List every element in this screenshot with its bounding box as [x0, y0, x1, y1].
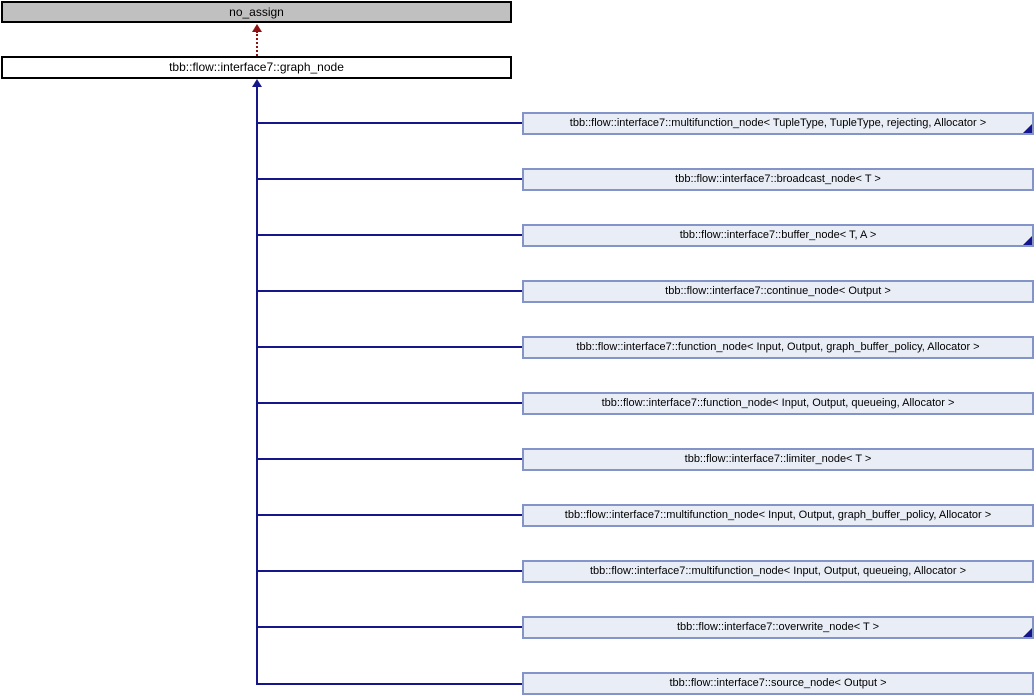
- class-label: tbb::flow::interface7::multifunction_nod…: [564, 509, 992, 521]
- class-box-no-assign: no_assign: [1, 1, 512, 23]
- class-box-derived[interactable]: tbb::flow::interface7::buffer_node< T, A…: [522, 224, 1034, 247]
- class-label: tbb::flow::interface7::continue_node< Ou…: [665, 285, 891, 297]
- class-box-derived[interactable]: tbb::flow::interface7::function_node< In…: [522, 392, 1034, 415]
- class-label: tbb::flow::interface7::limiter_node< T >: [684, 453, 872, 465]
- inheritance-branch-line: [257, 626, 523, 628]
- inheritance-branch-line: [257, 346, 523, 348]
- subclasses-fold-marker-icon: [1023, 236, 1032, 245]
- class-box-derived[interactable]: tbb::flow::interface7::multifunction_nod…: [522, 504, 1034, 527]
- class-box-derived[interactable]: tbb::flow::interface7::source_node< Outp…: [522, 672, 1034, 695]
- class-box-derived[interactable]: tbb::flow::interface7::overwrite_node< T…: [522, 616, 1034, 639]
- class-box-graph-node: tbb::flow::interface7::graph_node: [1, 56, 512, 79]
- class-label: tbb::flow::interface7::source_node< Outp…: [669, 677, 887, 689]
- private-inheritance-line: [256, 31, 258, 56]
- class-box-derived[interactable]: tbb::flow::interface7::broadcast_node< T…: [522, 168, 1034, 191]
- class-label: tbb::flow::interface7::function_node< In…: [601, 397, 955, 409]
- inheritance-branch-line: [257, 514, 523, 516]
- inheritance-branch-line: [257, 402, 523, 404]
- class-label: tbb::flow::interface7::function_node< In…: [576, 341, 980, 353]
- subclasses-fold-marker-icon: [1023, 124, 1032, 133]
- private-inheritance-arrowhead-icon: [252, 24, 262, 32]
- class-box-derived[interactable]: tbb::flow::interface7::continue_node< Ou…: [522, 280, 1034, 303]
- inheritance-arrowhead-icon: [252, 79, 262, 87]
- class-label: tbb::flow::interface7::multifunction_nod…: [589, 565, 967, 577]
- subclasses-fold-marker-icon: [1023, 628, 1032, 637]
- class-box-derived[interactable]: tbb::flow::interface7::multifunction_nod…: [522, 112, 1034, 135]
- inheritance-branch-line: [257, 570, 523, 572]
- class-label: no_assign: [229, 5, 284, 19]
- inheritance-branch-line: [257, 458, 523, 460]
- inheritance-branch-line: [257, 234, 523, 236]
- inheritance-branch-line: [257, 683, 523, 685]
- inheritance-branch-line: [257, 290, 523, 292]
- inheritance-tree-trunk: [256, 86, 258, 685]
- class-label: tbb::flow::interface7::multifunction_nod…: [569, 117, 987, 129]
- class-label: tbb::flow::interface7::broadcast_node< T…: [675, 173, 881, 185]
- inheritance-branch-line: [257, 178, 523, 180]
- class-box-derived[interactable]: tbb::flow::interface7::multifunction_nod…: [522, 560, 1034, 583]
- class-label: tbb::flow::interface7::buffer_node< T, A…: [679, 229, 877, 241]
- inheritance-branch-line: [257, 122, 523, 124]
- class-box-derived[interactable]: tbb::flow::interface7::function_node< In…: [522, 336, 1034, 359]
- class-box-derived[interactable]: tbb::flow::interface7::limiter_node< T >: [522, 448, 1034, 471]
- class-label: tbb::flow::interface7::graph_node: [169, 60, 344, 74]
- class-label: tbb::flow::interface7::overwrite_node< T…: [677, 621, 879, 633]
